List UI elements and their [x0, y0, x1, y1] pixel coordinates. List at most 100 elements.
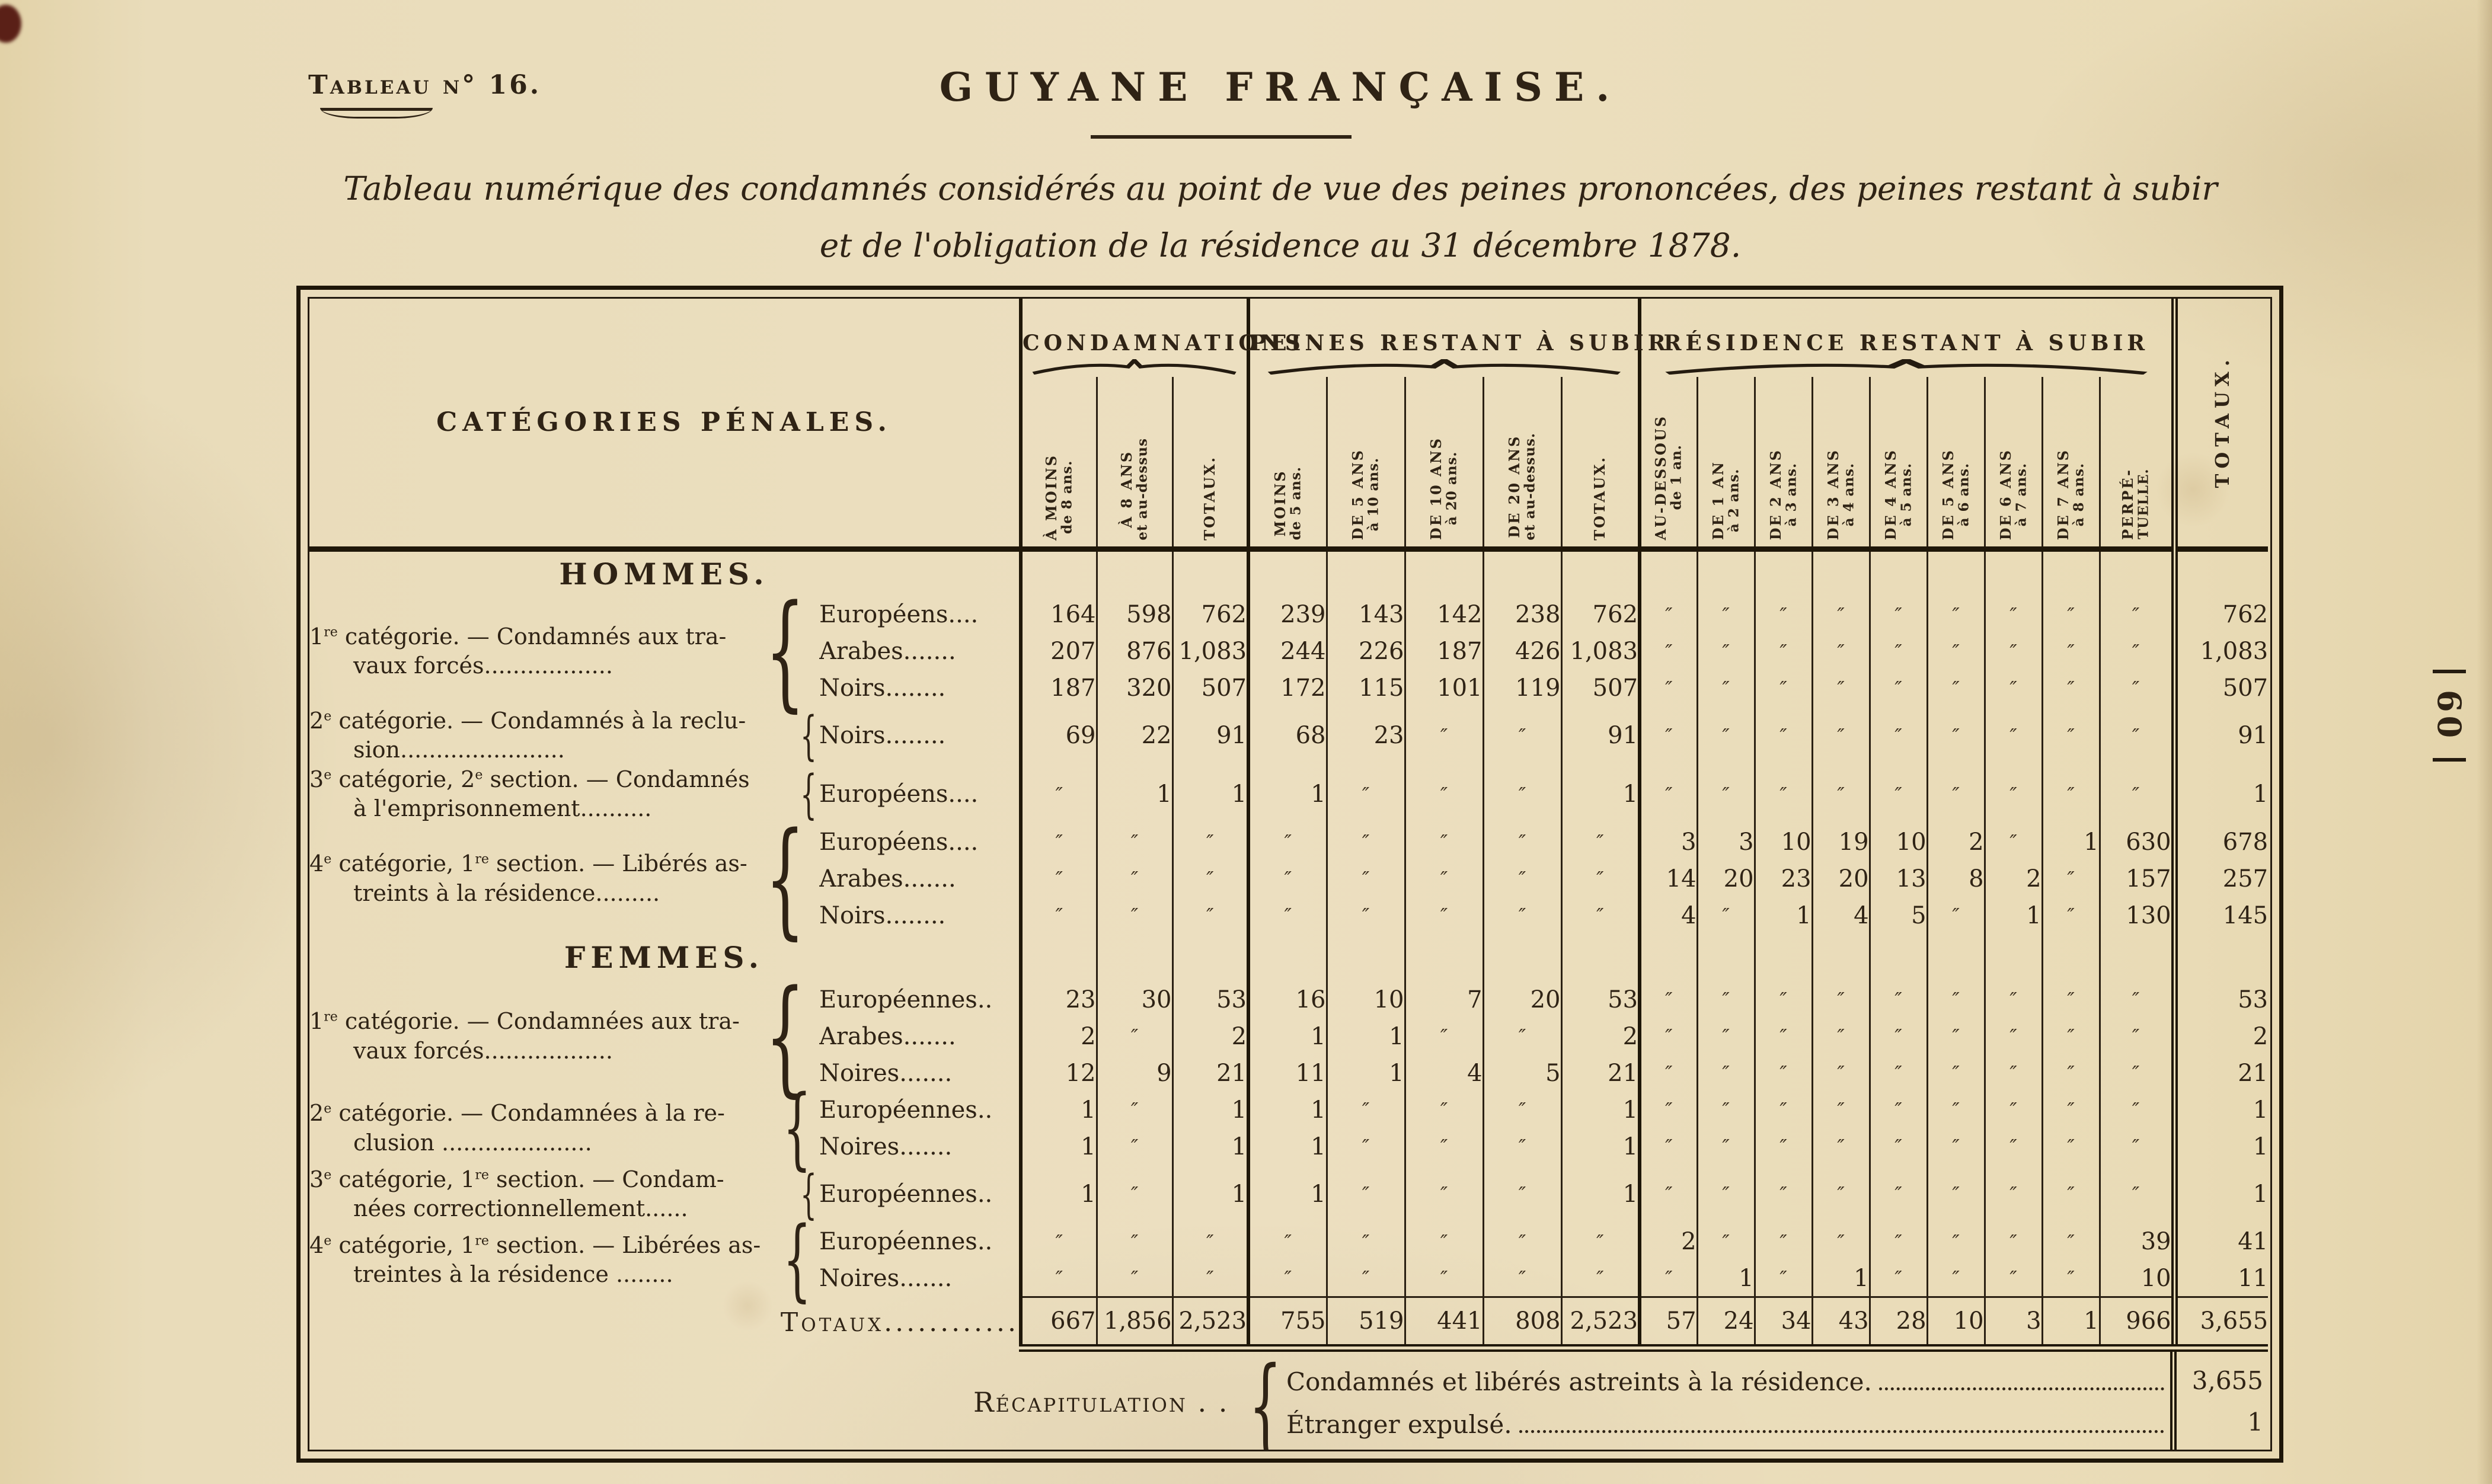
data-cell: ″ [1325, 1091, 1405, 1128]
data-cell: ″ [2041, 1260, 2100, 1297]
data-cell: 207 [1019, 633, 1097, 670]
data-cell: ″ [1404, 1018, 1484, 1055]
data-cell: ″ [1811, 633, 1870, 670]
data-cell: 23 [1753, 860, 1813, 897]
data-cell: 1 [1247, 1018, 1327, 1055]
recap-total-column: 3,655 1 3,656 [2170, 1351, 2270, 1450]
data-cell: ″ [1404, 1128, 1484, 1165]
category-label: 2e catégorie. — Condamnées à la re-clusi… [309, 1076, 812, 1180]
data-cell: 143 [1325, 596, 1405, 633]
empty-cell [1247, 933, 1327, 981]
data-cell: 1 [1247, 1091, 1327, 1128]
data-cell: ″ [1868, 1260, 1928, 1297]
empty-cell [1926, 549, 1985, 596]
data-cell: 426 [1482, 633, 1562, 670]
data-cell: ″ [1753, 1260, 1813, 1297]
data-cell: 1 [1247, 1128, 1327, 1165]
tableau-label-underline [320, 108, 433, 119]
data-cell: ″ [1019, 1260, 1097, 1297]
data-cell: 53 [1171, 981, 1249, 1018]
data-cell: ″ [1482, 706, 1562, 765]
data-cell: 119 [1482, 670, 1562, 706]
data-cell: ″ [1404, 1223, 1484, 1261]
data-cell: ″ [1868, 633, 1928, 670]
subgroup-label: Européennes.. [819, 1228, 993, 1256]
data-cell: ″ [1638, 1091, 1698, 1128]
categories-header: CATÉGORIES PÉNALES. [309, 299, 1021, 552]
empty-cell [1638, 933, 1698, 981]
data-cell: 244 [1247, 633, 1327, 670]
data-cell: ″ [1482, 823, 1562, 861]
data-cell: ″ [1926, 765, 1985, 824]
data-cell: ″ [1019, 897, 1097, 934]
column-header: DE 5 ANS à 10 ans. [1325, 377, 1405, 552]
data-cell: ″ [2098, 596, 2175, 633]
column-header: TOTAUX. [1171, 377, 1249, 552]
data-cell: ″ [1019, 860, 1097, 897]
data-cell: 1 [1019, 1165, 1097, 1224]
data-cell: ″ [2098, 1128, 2175, 1165]
data-cell: ″ [1926, 1018, 1985, 1055]
data-cell: ″ [1638, 670, 1698, 706]
data-cell: ″ [1325, 1260, 1405, 1297]
data-cell: 1 [1171, 1091, 1249, 1128]
empty-cell [2098, 933, 2175, 981]
empty-cell [2171, 933, 2269, 981]
table-frame: CATÉGORIES PÉNALES. CONDAMNATIONS PEINES R… [296, 286, 2283, 1463]
data-cell: ″ [1560, 1260, 1640, 1297]
empty-cell [1019, 549, 1097, 596]
data-cell: 1 [2171, 765, 2269, 824]
data-cell: 23 [1325, 706, 1405, 765]
data-cell: ″ [1811, 596, 1870, 633]
data-cell: ″ [1404, 897, 1484, 934]
data-cell: 2 [1926, 823, 1985, 861]
totals-cell: 2,523 [1560, 1296, 1640, 1352]
totals-cell: 441 [1404, 1296, 1484, 1352]
data-cell: ″ [1696, 596, 1755, 633]
data-cell: 226 [1325, 633, 1405, 670]
subgroup-label: Européennes.. [819, 1180, 993, 1208]
data-cell: ″ [1404, 706, 1484, 765]
data-cell: 1 [1095, 765, 1173, 824]
data-cell: ″ [1753, 1018, 1813, 1055]
totals-cell: 1,856 [1095, 1296, 1173, 1352]
empty-cell [1926, 933, 1985, 981]
data-cell: 20 [1696, 860, 1755, 897]
data-cell: ″ [1638, 1165, 1698, 1224]
data-cell: ″ [1868, 1128, 1928, 1165]
empty-cell [1171, 933, 1249, 981]
recap-brace: { [1248, 1344, 1282, 1451]
category-brace: { [765, 805, 806, 952]
data-cell: ″ [1325, 1128, 1405, 1165]
empty-cell [1019, 933, 1097, 981]
data-cell: ″ [2098, 670, 2175, 706]
data-cell: ″ [1482, 897, 1562, 934]
data-cell: 20 [1482, 981, 1562, 1018]
data-cell: ″ [1696, 706, 1755, 765]
data-cell: ″ [1811, 765, 1870, 824]
data-cell: ″ [1983, 1165, 2043, 1224]
data-cell: ″ [1482, 1018, 1562, 1055]
subgroup-label: Européennes.. [819, 986, 993, 1013]
data-cell: 145 [2171, 897, 2269, 934]
data-cell: 130 [2098, 897, 2175, 934]
section-title: FEMMES. [564, 940, 765, 976]
totals-cell: 667 [1019, 1296, 1097, 1352]
data-cell: 91 [2171, 706, 2269, 765]
data-cell: ″ [1325, 897, 1405, 934]
data-cell: ″ [2098, 1091, 2175, 1128]
subgroup-label: Européens.... [819, 828, 979, 856]
data-cell: ″ [1983, 1018, 2043, 1055]
data-cell: ″ [1811, 1128, 1870, 1165]
data-cell: ″ [1696, 1128, 1755, 1165]
data-cell: 238 [1482, 596, 1562, 633]
totals-cell: 57 [1638, 1296, 1698, 1352]
data-cell: ″ [1247, 860, 1327, 897]
data-cell: ″ [1638, 981, 1698, 1018]
totals-cell: 966 [2098, 1296, 2175, 1352]
data-cell: ″ [2098, 981, 2175, 1018]
data-cell: 2 [1560, 1018, 1640, 1055]
data-cell: 101 [1404, 670, 1484, 706]
data-cell: 21 [1560, 1054, 1640, 1092]
data-cell: ″ [2041, 1091, 2100, 1128]
